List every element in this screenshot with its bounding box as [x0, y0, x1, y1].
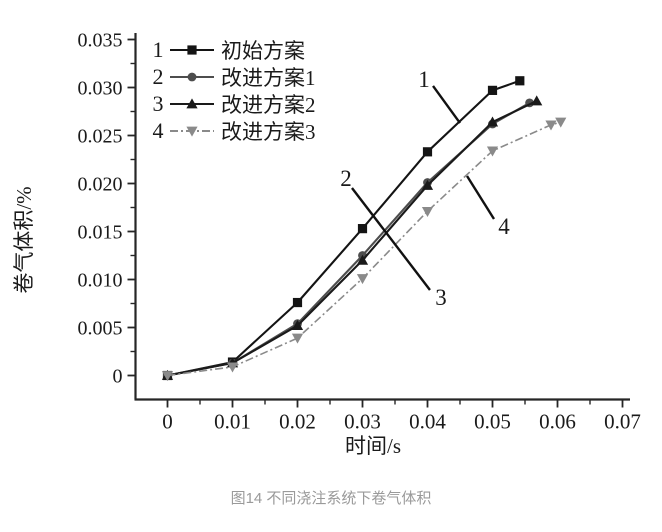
callout-line-4: [466, 175, 496, 220]
legend-num-1: 1: [153, 37, 164, 62]
y-tick-label: 0.005: [78, 318, 123, 340]
series-3-triangle-up-marker: [421, 179, 434, 190]
series-4-triangle-down-marker: [555, 117, 567, 128]
x-axis-title: 时间/s: [345, 434, 401, 458]
series-1-square-marker: [292, 297, 303, 308]
series-4-triangle-down-marker: [545, 120, 557, 131]
legend-circle-marker: [187, 72, 197, 82]
callout-label-4: 4: [498, 214, 510, 239]
callout-label-2: 2: [340, 166, 352, 191]
legend-num-3: 3: [153, 91, 164, 116]
legend-triangle-up-marker: [186, 98, 198, 109]
series-3-triangle-up-marker: [486, 116, 499, 127]
series-1-square-marker: [357, 224, 368, 234]
legend-label-3: 改进方案2: [221, 93, 316, 117]
series-1-square-marker: [487, 85, 498, 95]
x-tick-label: 0: [162, 410, 173, 434]
legend-square-marker: [187, 45, 197, 55]
legend-num-4: 4: [153, 118, 164, 143]
y-axis-title: 卷气体积/%: [12, 186, 36, 293]
legend-label-4: 改进方案3: [221, 120, 316, 144]
figure-caption: 图14 不同浇注系统下卷气体积: [230, 490, 432, 507]
series-4-triangle-down-marker: [421, 206, 434, 217]
y-tick-label: 0.030: [78, 78, 123, 100]
y-tick-label: 0.025: [78, 126, 123, 148]
legend-num-2: 2: [153, 64, 164, 89]
callout-line-1: [432, 85, 461, 124]
x-tick-label: 0.07: [604, 410, 641, 434]
line-chart: 0 0.01 0.02 0.03 0.04 0.05 0.06 0.07 0 0.005 0.010…: [12, 30, 641, 459]
y-tick-label: 0.010: [78, 270, 123, 292]
series-line-4: [167, 121, 562, 377]
series-3-triangle-up-marker: [356, 254, 369, 265]
x-tick-label: 0.01: [214, 410, 251, 434]
series-1-square-marker: [422, 147, 433, 157]
x-tick-label: 0.03: [344, 410, 381, 434]
callout-label-3: 3: [435, 285, 447, 310]
series-4-triangle-down-marker: [356, 274, 369, 285]
legend-label-1: 初始方案: [221, 39, 305, 63]
series-1-square-marker: [515, 76, 525, 86]
x-tick-label: 0.02: [279, 410, 316, 434]
legend-triangle-down-marker: [186, 126, 198, 137]
y-tick-label: 0.020: [78, 174, 123, 196]
series-4-triangle-down-marker: [226, 362, 239, 373]
series-3-triangle-up-marker: [291, 319, 304, 330]
x-tick-label: 0.04: [409, 410, 446, 434]
x-tick-label: 0.05: [474, 410, 511, 434]
y-tick-label: 0.015: [78, 222, 123, 244]
series-4-triangle-down-marker: [291, 333, 304, 344]
series-3-triangle-up-marker: [531, 95, 543, 106]
series-4-triangle-down-marker: [161, 371, 174, 382]
chart-area: 0 0.01 0.02 0.03 0.04 0.05 0.06 0.07 0 0.005 0.010…: [12, 30, 641, 459]
callout-label-1: 1: [418, 67, 430, 92]
x-tick-label: 0.06: [539, 410, 576, 434]
legend-label-2: 改进方案1: [221, 66, 316, 90]
y-tick-label: 0: [113, 366, 123, 388]
series-4-triangle-down-marker: [486, 146, 499, 157]
y-tick-label: 0.035: [78, 30, 123, 52]
callout-line-2: [351, 187, 431, 291]
